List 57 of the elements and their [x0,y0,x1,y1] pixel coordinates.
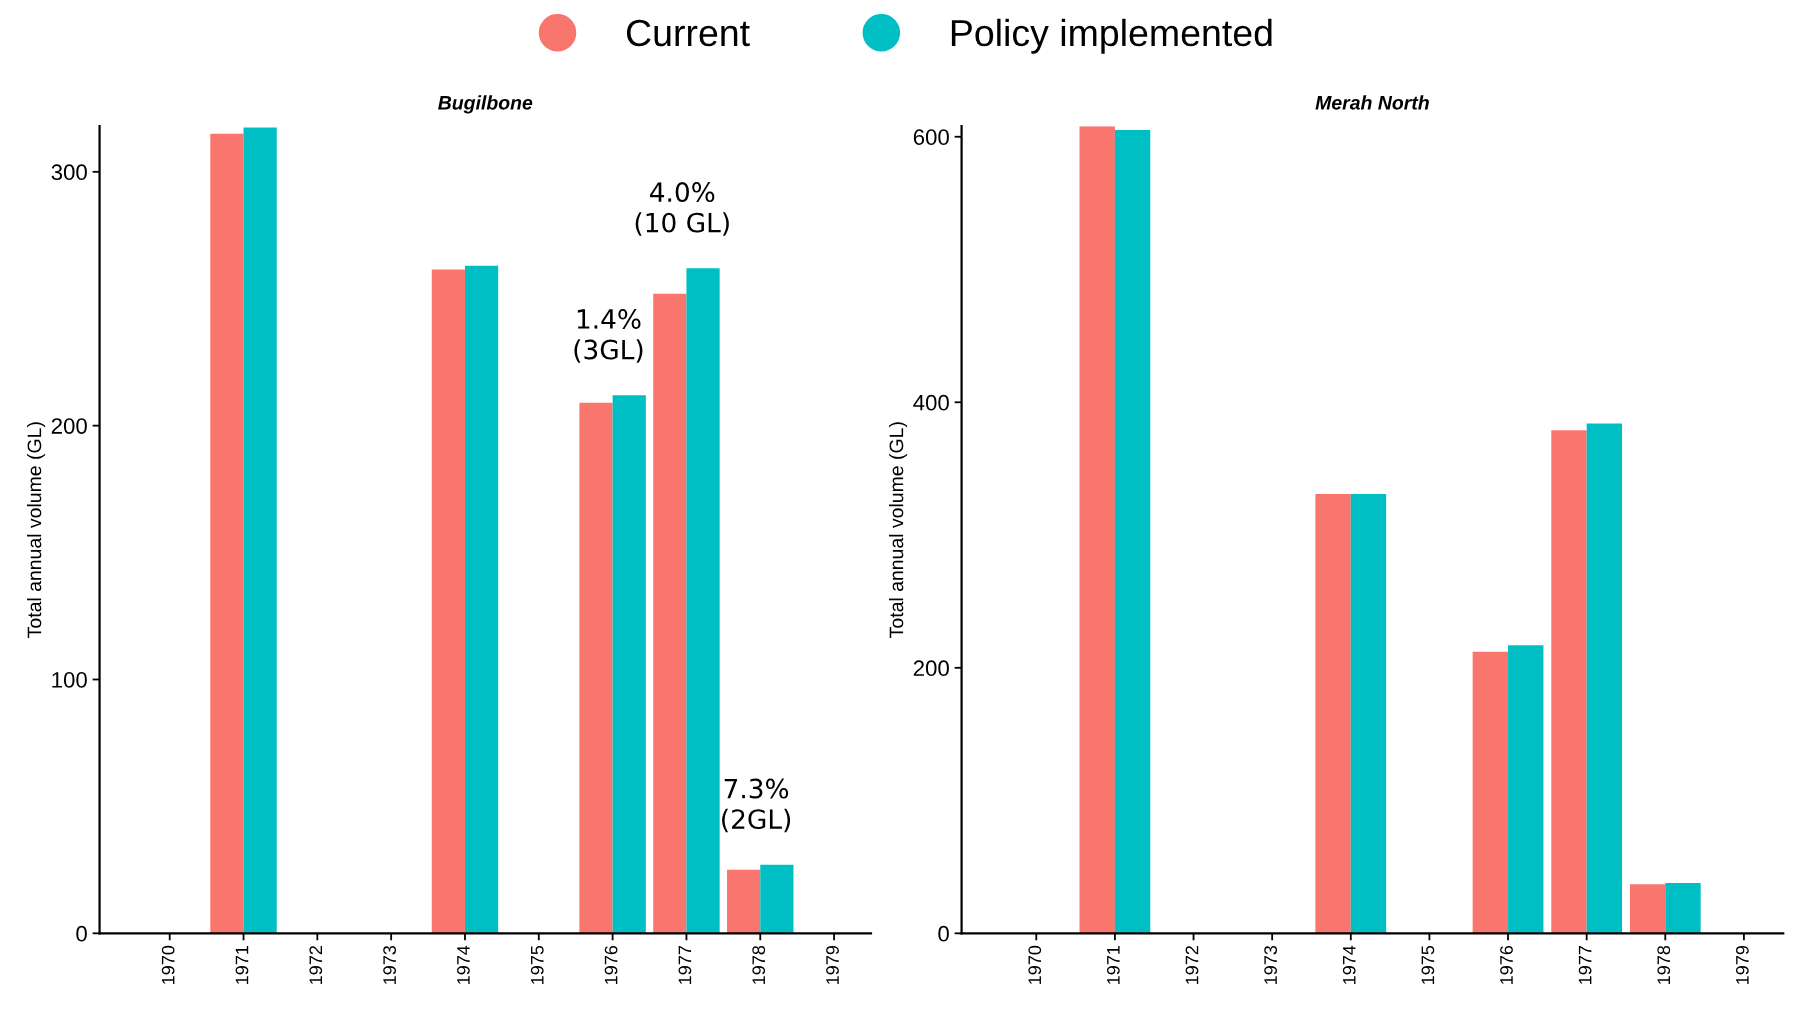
x-tick-label: 1971 [235,946,249,984]
x-tick-label: 1979 [826,945,839,984]
y-axis-title: Total annual volume (GL) [27,422,46,638]
y-tick-label: 300 [51,164,87,181]
x-tick-label: 1972 [1185,946,1199,984]
y-tick-label: 0 [938,925,949,942]
bar [243,127,277,934]
x-tick-label: 1976 [604,945,618,984]
x-tick-label: 1977 [678,946,692,984]
y-tick-label: 400 [913,394,949,411]
bar [1350,493,1387,934]
bar [210,133,244,934]
x-tick-label: 1978 [752,945,766,984]
bar [464,265,499,934]
x-tick-label: 1978 [1657,945,1671,984]
legend-label: Current [626,19,750,47]
x-tick-label: 1970 [161,945,175,984]
x-tick-label: 1974 [1342,945,1356,984]
x-tick-label: 1973 [383,945,396,984]
bar [727,869,761,934]
legend-label: Policy implemented [951,18,1272,54]
bar [1079,126,1115,934]
bar [1114,130,1151,934]
bar [1472,651,1509,934]
bar [760,864,794,934]
x-tick-label: 1974 [457,945,470,984]
x-tick-label: 1971 [1106,946,1120,984]
x-tick-label: 1975 [530,945,544,984]
bar [431,269,465,934]
y-tick-label: 200 [913,660,949,677]
annotation: 7.3% (2GL) [722,778,791,833]
x-tick-label: 1976 [1500,945,1513,984]
bar [1315,493,1351,934]
bar [1665,882,1701,934]
y-axis-title: Total annual volume (GL) [889,422,908,638]
bar [1586,423,1623,934]
bar [1629,884,1666,934]
bar [612,395,646,934]
x-tick-label: 1977 [1578,946,1592,984]
bar [653,293,687,934]
x-tick-label: 1972 [309,946,323,984]
x-tick-label: 1979 [1735,945,1749,984]
y-tick-label: 100 [52,672,87,688]
y-tick-label: 0 [76,925,87,942]
y-tick-label: 200 [51,418,87,434]
bar [1508,645,1544,934]
bar [686,268,720,934]
chart-title: Merah North [1315,95,1429,110]
y-tick-label: 600 [913,129,949,146]
x-tick-label: 1975 [1421,945,1435,984]
x-tick-label: 1970 [1028,945,1042,984]
bar [579,402,613,934]
bar [1551,430,1587,934]
x-tick-label: 1973 [1264,945,1278,984]
chart-title: Bugilbone [438,95,533,114]
annotation: 4.0% (10 GL) [635,182,729,236]
annotation: 1.4% (3GL) [574,309,643,363]
